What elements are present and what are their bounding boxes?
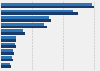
Bar	[1, 56, 12, 59]
Bar	[1, 10, 73, 12]
Bar	[1, 59, 13, 61]
Bar	[1, 29, 23, 32]
Bar	[1, 3, 92, 6]
Bar	[1, 16, 49, 19]
Bar	[1, 19, 51, 22]
Bar	[1, 52, 14, 55]
Bar	[1, 43, 15, 45]
Bar	[1, 49, 13, 52]
Bar	[1, 6, 94, 8]
Bar	[1, 63, 10, 65]
Bar	[1, 23, 44, 26]
Bar	[1, 36, 16, 39]
Bar	[1, 45, 16, 48]
Bar	[1, 39, 16, 42]
Bar	[1, 65, 11, 68]
Bar	[1, 12, 78, 15]
Bar	[1, 26, 47, 28]
Bar	[1, 32, 25, 35]
